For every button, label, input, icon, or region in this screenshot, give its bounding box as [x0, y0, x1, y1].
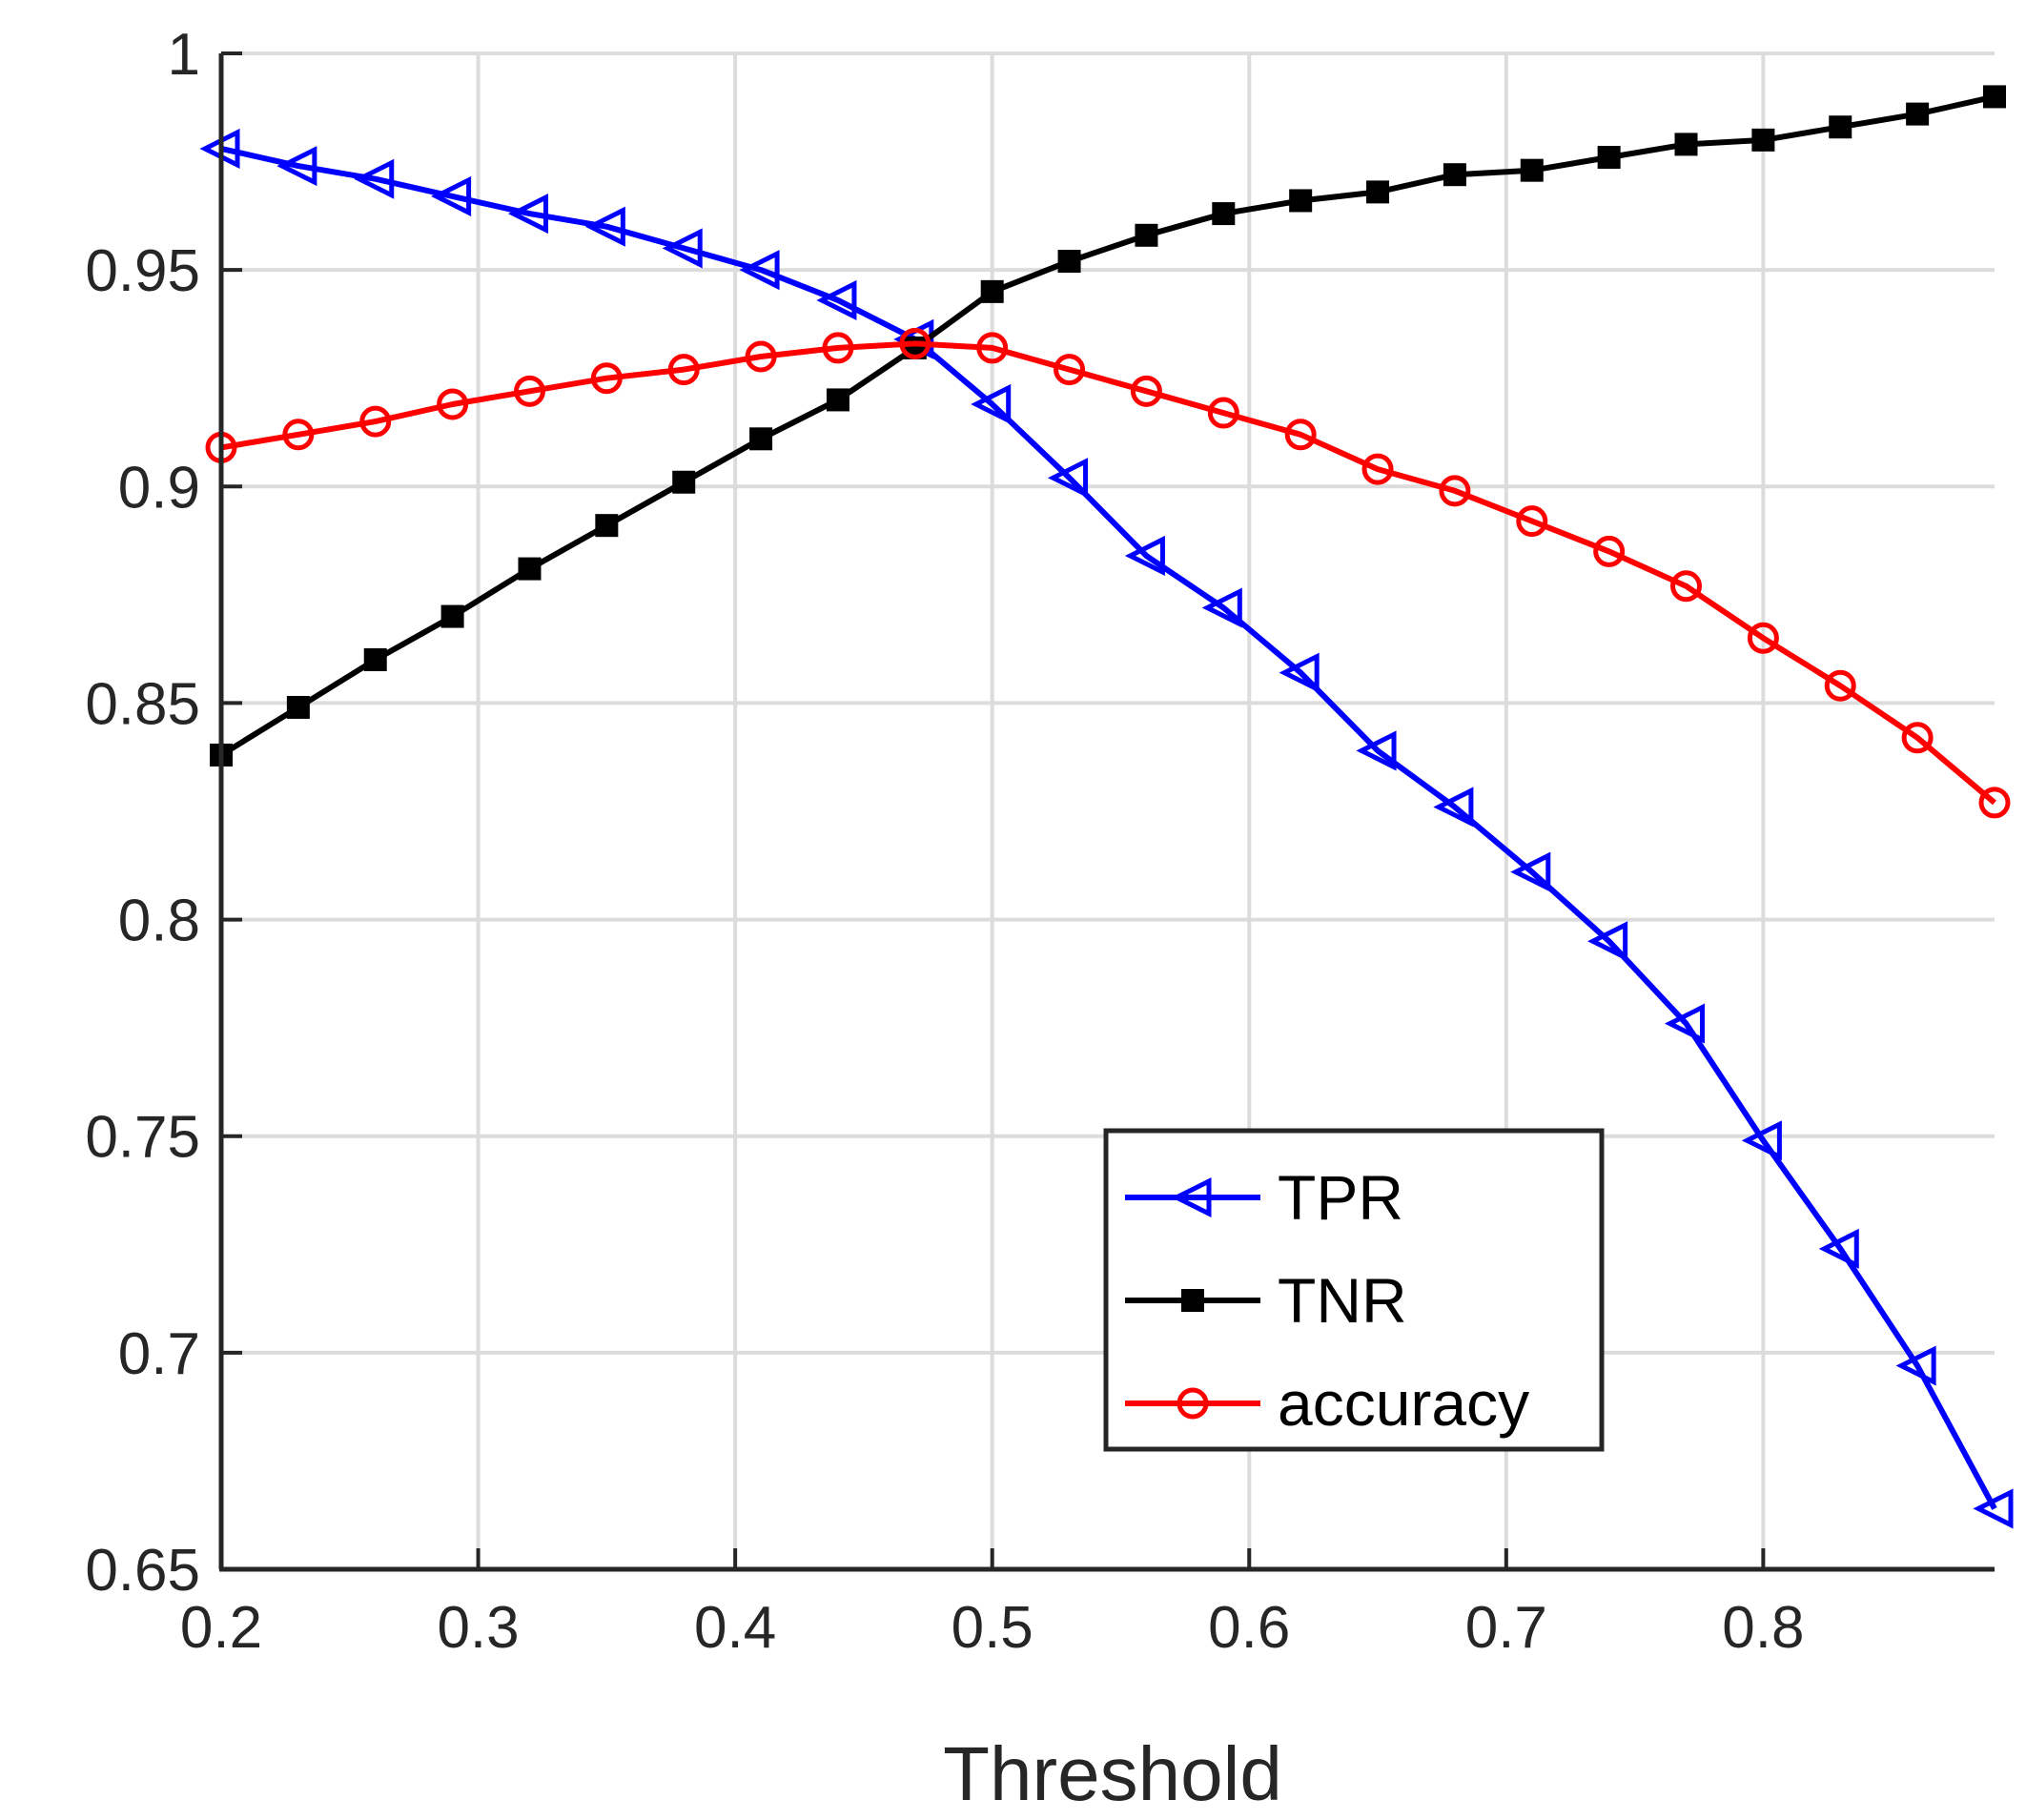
- tnr-point: [1289, 189, 1313, 213]
- x-tick-label: 0.4: [694, 1595, 776, 1661]
- y-tick-label: 0.7: [118, 1321, 200, 1387]
- y-tick-label: 0.75: [85, 1105, 200, 1171]
- legend-label-tnr: TNR: [1278, 1265, 1407, 1336]
- legend-label-tpr: TPR: [1278, 1162, 1403, 1233]
- tpr-point: [662, 228, 703, 269]
- accuracy-point: [745, 340, 777, 373]
- y-tick-label: 0.85: [85, 671, 200, 737]
- series-accuracy: [205, 327, 2011, 819]
- tpr-point: [816, 279, 857, 320]
- tpr-point: [584, 206, 625, 247]
- accuracy-point: [1130, 375, 1162, 407]
- tnr-point: [1443, 163, 1466, 187]
- accuracy-point: [513, 375, 545, 407]
- accuracy-point: [1747, 622, 1779, 654]
- tpr-point: [1587, 921, 1628, 962]
- accuracy-point: [437, 388, 469, 420]
- tpr-point: [1433, 787, 1474, 828]
- tnr-line: [219, 93, 1995, 758]
- accuracy-point: [1824, 669, 1856, 702]
- accuracy-point: [1978, 787, 2011, 819]
- tpr-point: [971, 383, 1012, 425]
- tpr-point: [507, 194, 548, 235]
- series-tpr: [199, 128, 2014, 1529]
- tpr-point: [354, 158, 395, 199]
- legend-marker-accuracy: [1177, 1387, 1209, 1420]
- accuracy-point: [1901, 722, 1934, 754]
- data-series: [199, 85, 2014, 1529]
- legend-label-accuracy: accuracy: [1278, 1368, 1529, 1439]
- y-tick-label: 0.8: [118, 889, 200, 954]
- accuracy-point: [1207, 397, 1239, 429]
- accuracy-point: [1670, 570, 1703, 603]
- accuracy-point: [282, 419, 315, 451]
- accuracy-point: [1439, 475, 1471, 507]
- tnr-point: [1829, 115, 1852, 139]
- accuracy-point: [1054, 354, 1086, 386]
- tnr-point: [1983, 85, 2006, 109]
- tnr-point: [980, 279, 1004, 303]
- axes: 0.2 0.3 0.4 0.5 0.6 0.7 0.8 0.65 0.7 0.75 0.8 0.85 0…: [85, 22, 1995, 1661]
- tpr-point: [1356, 730, 1397, 771]
- tnr-point: [440, 604, 464, 628]
- y-tick-label: 0.9: [118, 455, 200, 521]
- accuracy-point: [1593, 535, 1626, 567]
- tnr-point: [749, 427, 773, 451]
- x-tick-label: 0.2: [180, 1595, 262, 1661]
- y-tick-label: 0.95: [85, 238, 200, 304]
- tnr-point: [1366, 180, 1390, 204]
- legend-marker-tnr: [1181, 1289, 1204, 1312]
- accuracy-point: [899, 327, 931, 359]
- tpr-point: [1741, 1120, 1782, 1161]
- y-tick-label: 1: [168, 22, 200, 88]
- tnr-point: [1520, 158, 1544, 182]
- tpr-point: [431, 175, 472, 216]
- legend-marker-tpr: [1171, 1176, 1212, 1218]
- tnr-point: [1906, 102, 1930, 126]
- tpr-point: [1510, 851, 1551, 892]
- y-tick-label: 0.65: [85, 1538, 200, 1604]
- tpr-point: [1124, 535, 1165, 577]
- x-tick-label: 0.6: [1208, 1595, 1290, 1661]
- tnr-point: [1597, 146, 1621, 170]
- x-tick-label: 0.8: [1722, 1595, 1804, 1661]
- tpr-point: [1047, 458, 1089, 499]
- tnr-point: [1212, 202, 1236, 226]
- accuracy-point: [822, 332, 854, 364]
- tnr-point: [1135, 223, 1158, 247]
- accuracy-point: [1361, 453, 1394, 485]
- accuracy-point: [1516, 505, 1548, 538]
- x-tick-label: 0.5: [952, 1595, 1033, 1661]
- tnr-point: [672, 470, 696, 494]
- tnr-point: [518, 557, 542, 581]
- tpr-point: [1895, 1345, 1936, 1386]
- accuracy-point: [590, 362, 623, 395]
- tnr-point: [286, 695, 310, 719]
- tpr-point: [739, 250, 780, 291]
- tpr-point: [276, 146, 317, 187]
- tnr-point: [1057, 250, 1081, 274]
- tnr-point: [363, 648, 387, 671]
- accuracy-point: [976, 332, 1009, 364]
- accuracy-point: [1284, 419, 1317, 451]
- tnr-point: [1751, 128, 1775, 152]
- tpr-point: [1664, 1003, 1706, 1044]
- accuracy-point: [359, 405, 392, 438]
- series-tnr: [210, 85, 2006, 767]
- x-tick-label: 0.3: [437, 1595, 519, 1661]
- gridlines: [219, 51, 1995, 1571]
- tpr-point: [1973, 1488, 2014, 1529]
- tpr-point: [1201, 587, 1242, 628]
- x-tick-label: 0.7: [1465, 1595, 1547, 1661]
- tpr-point: [1279, 652, 1320, 693]
- legend: TPR TNR accuracy: [1103, 1128, 1605, 1452]
- tnr-point: [1674, 133, 1698, 156]
- tnr-point: [595, 514, 619, 538]
- accuracy-point: [667, 354, 700, 386]
- tnr-point: [826, 388, 849, 412]
- x-axis-title: Threshold: [943, 1731, 1282, 1816]
- tpr-point: [1818, 1228, 1859, 1269]
